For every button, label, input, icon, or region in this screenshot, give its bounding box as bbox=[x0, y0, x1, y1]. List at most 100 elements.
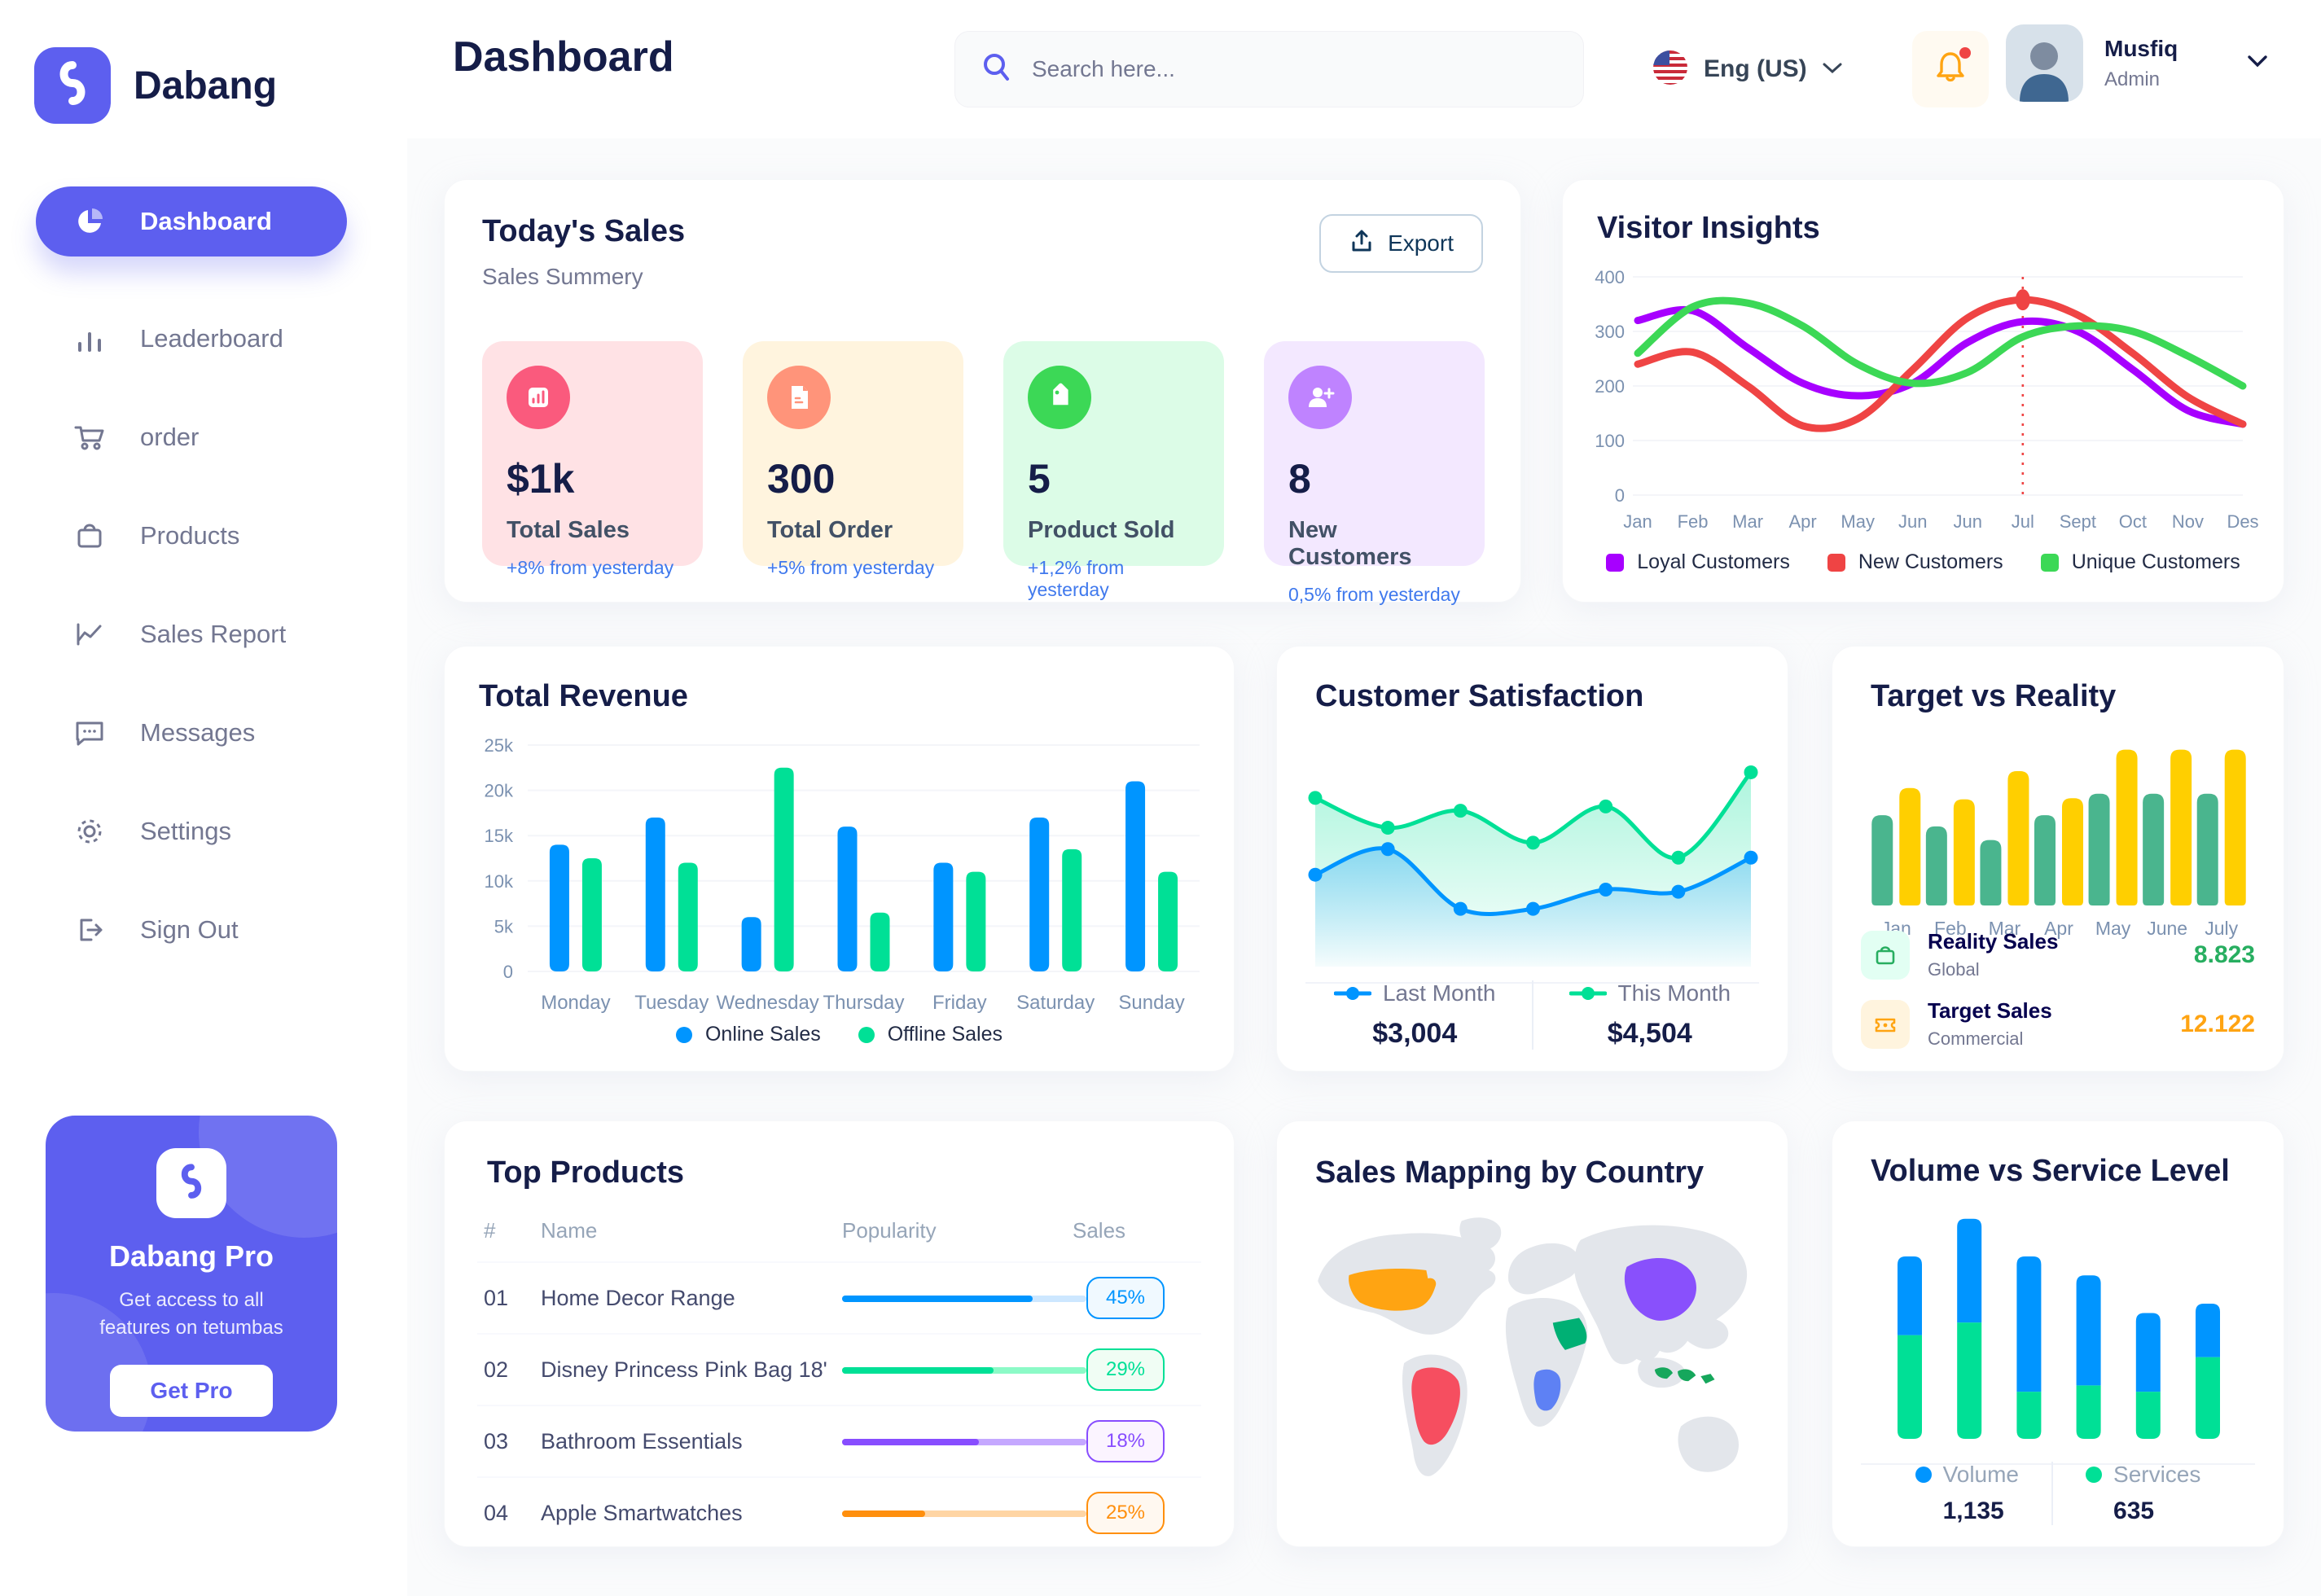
product-name: Home Decor Range bbox=[541, 1285, 735, 1310]
sidebar-item-messages[interactable]: Messages bbox=[36, 698, 347, 768]
summary-card-total-sales[interactable]: $1k Total Sales +8% from yesterday bbox=[482, 341, 703, 578]
popularity-bar bbox=[842, 1367, 1086, 1374]
bag-icon bbox=[1861, 930, 1910, 980]
user-menu[interactable]: Musfiq Admin bbox=[2006, 24, 2269, 102]
country-brazil[interactable] bbox=[1411, 1367, 1460, 1445]
sidebar-item-label: Dashboard bbox=[140, 207, 272, 235]
target-vs-reality-legend: Reality Sales Global 8.823 Target Sales Comm… bbox=[1861, 929, 2255, 1050]
todays-sales-subtitle: Sales Summery bbox=[482, 264, 643, 289]
continent-australia bbox=[1678, 1416, 1740, 1472]
sidebar: Dabang Dashboard Leaderboard order Products… bbox=[0, 0, 407, 1596]
user-name: Musfiq bbox=[2104, 35, 2178, 61]
legend-offline-sales: Offline Sales bbox=[858, 1023, 1003, 1046]
legend-sublabel: Commercial bbox=[1928, 1028, 2024, 1049]
summary-card-new-customers[interactable]: 8 New Customers 0,5% from yesterday bbox=[1264, 341, 1485, 605]
notifications-button[interactable] bbox=[1912, 31, 1989, 107]
get-pro-button[interactable]: Get Pro bbox=[110, 1365, 273, 1417]
sales-badge: 18% bbox=[1086, 1420, 1165, 1462]
sales-badge: 25% bbox=[1086, 1492, 1165, 1534]
user-role: Admin bbox=[2104, 68, 2161, 90]
sales-summary-cards: $1k Total Sales +8% from yesterday 300 Total… bbox=[482, 341, 1485, 605]
volume-service-title: Volume vs Service Level bbox=[1871, 1154, 2230, 1188]
pro-card: Dabang Pro Get access to all features on… bbox=[46, 1116, 337, 1432]
summary-delta: +1,2% from yesterday bbox=[1028, 557, 1125, 600]
product-num: 04 bbox=[484, 1500, 509, 1525]
country-dr-congo[interactable] bbox=[1533, 1369, 1561, 1411]
sidebar-item-leaderboard[interactable]: Leaderboard bbox=[36, 304, 347, 374]
sidebar-item-sales-report[interactable]: Sales Report bbox=[36, 599, 347, 669]
table-row[interactable]: 02 Disney Princess Pink Bag 18' 29% bbox=[477, 1333, 1201, 1405]
legend-total: 1,135 bbox=[1942, 1497, 2004, 1524]
sidebar-item-label: Settings bbox=[140, 817, 232, 845]
sidebar-item-dashboard[interactable]: Dashboard bbox=[36, 186, 347, 256]
search-box[interactable] bbox=[954, 31, 1584, 107]
svg-text:Mar: Mar bbox=[1732, 511, 1763, 532]
sidebar-item-sign-out[interactable]: Sign Out bbox=[36, 895, 347, 965]
table-row[interactable]: 03 Bathroom Essentials 18% bbox=[477, 1405, 1201, 1476]
svg-text:Feb: Feb bbox=[1678, 511, 1709, 532]
country-indonesia-1[interactable] bbox=[1654, 1367, 1674, 1379]
sidebar-item-label: Sign Out bbox=[140, 915, 239, 944]
table-row[interactable]: 01 Home Decor Range 45% bbox=[477, 1261, 1201, 1333]
legend-label: Target Sales bbox=[1928, 998, 2052, 1023]
sales-badge: 29% bbox=[1086, 1348, 1165, 1391]
target-vs-reality-plot: Jan Feb Mar Apr May June July bbox=[1871, 749, 2246, 939]
legend-unique-customers: Unique Customers bbox=[2040, 550, 2240, 574]
svg-text:0: 0 bbox=[1615, 485, 1625, 506]
svg-text:May: May bbox=[1841, 511, 1875, 532]
country-china[interactable] bbox=[1624, 1258, 1696, 1321]
total-revenue-legend: Online Sales Offline Sales bbox=[445, 1023, 1234, 1046]
total-revenue-title: Total Revenue bbox=[479, 679, 688, 713]
svg-text:Saturday: Saturday bbox=[1016, 992, 1095, 1014]
sidebar-item-label: Sales Report bbox=[140, 620, 287, 648]
volume-service-card: Volume vs Service Level Volume 1,135 Servi… bbox=[1832, 1120, 2284, 1547]
brand[interactable]: Dabang bbox=[34, 47, 277, 124]
summary-delta: 0,5% from yesterday bbox=[1288, 584, 1460, 605]
product-num: 02 bbox=[484, 1357, 509, 1382]
legend-total: 635 bbox=[2113, 1497, 2155, 1524]
svg-text:20k: 20k bbox=[485, 781, 514, 801]
svg-text:200: 200 bbox=[1595, 376, 1625, 397]
sidebar-item-label: order bbox=[140, 423, 200, 451]
summary-card-total-order[interactable]: 300 Total Order +5% from yesterday bbox=[743, 341, 963, 578]
svg-text:Friday: Friday bbox=[932, 992, 987, 1014]
bell-icon bbox=[1932, 49, 1969, 90]
sales-badge: 45% bbox=[1086, 1277, 1165, 1319]
country-indonesia-2[interactable] bbox=[1678, 1369, 1696, 1382]
sidebar-item-order[interactable]: order bbox=[36, 402, 347, 472]
svg-text:Jun: Jun bbox=[1898, 511, 1927, 532]
customer-satisfaction-legend: Last Month $3,004 This Month $4,504 bbox=[1277, 980, 1788, 1050]
customer-satisfaction-plot bbox=[1308, 765, 1758, 967]
search-input[interactable] bbox=[1032, 56, 1559, 82]
brand-logo-icon bbox=[34, 47, 111, 124]
customer-satisfaction-card: Customer Satisfaction Last Month $3,004 Th… bbox=[1276, 646, 1788, 1072]
legend-dot bbox=[675, 1026, 692, 1043]
top-products-rows: 01 Home Decor Range 45% 02 Disney Princess P… bbox=[477, 1261, 1201, 1548]
legend-target-sales: Target Sales Commercial 12.122 bbox=[1861, 998, 2255, 1050]
country-saudi-arabia[interactable] bbox=[1552, 1318, 1587, 1350]
summary-delta: +5% from yesterday bbox=[767, 557, 935, 578]
bag-icon bbox=[72, 518, 107, 554]
summary-card-product-sold[interactable]: 5 Product Sold +1,2% from yesterday bbox=[1003, 341, 1224, 600]
us-flag-icon bbox=[1652, 49, 1689, 90]
svg-text:100: 100 bbox=[1595, 431, 1625, 451]
file-icon bbox=[767, 366, 831, 429]
visitor-insights-card: Visitor Insights 0 100 200 300 400 Jan Feb Mar A… bbox=[1562, 179, 2284, 603]
sidebar-item-products[interactable]: Products bbox=[36, 501, 347, 571]
svg-text:Thursday: Thursday bbox=[823, 992, 904, 1014]
export-button[interactable]: Export bbox=[1319, 214, 1483, 273]
table-row[interactable]: 04 Apple Smartwatches 25% bbox=[477, 1476, 1201, 1548]
product-num: 03 bbox=[484, 1428, 509, 1454]
country-united-states[interactable] bbox=[1349, 1268, 1437, 1311]
summary-value: $1k bbox=[507, 456, 575, 502]
volume-service-legend: Volume 1,135 Services 635 bbox=[1832, 1462, 2284, 1525]
sidebar-item-settings[interactable]: Settings bbox=[36, 796, 347, 866]
legend-label: Volume bbox=[1915, 1462, 2019, 1488]
svg-text:15k: 15k bbox=[485, 826, 514, 846]
legend-value: 8.823 bbox=[2193, 940, 2255, 968]
user-info: Musfiq Admin bbox=[2104, 36, 2178, 91]
popularity-fill bbox=[842, 1296, 1033, 1302]
sales-mapping-card: Sales Mapping by Country bbox=[1276, 1120, 1788, 1547]
country-indonesia-3[interactable] bbox=[1700, 1374, 1715, 1384]
language-selector[interactable]: Eng (US) bbox=[1652, 39, 1843, 99]
